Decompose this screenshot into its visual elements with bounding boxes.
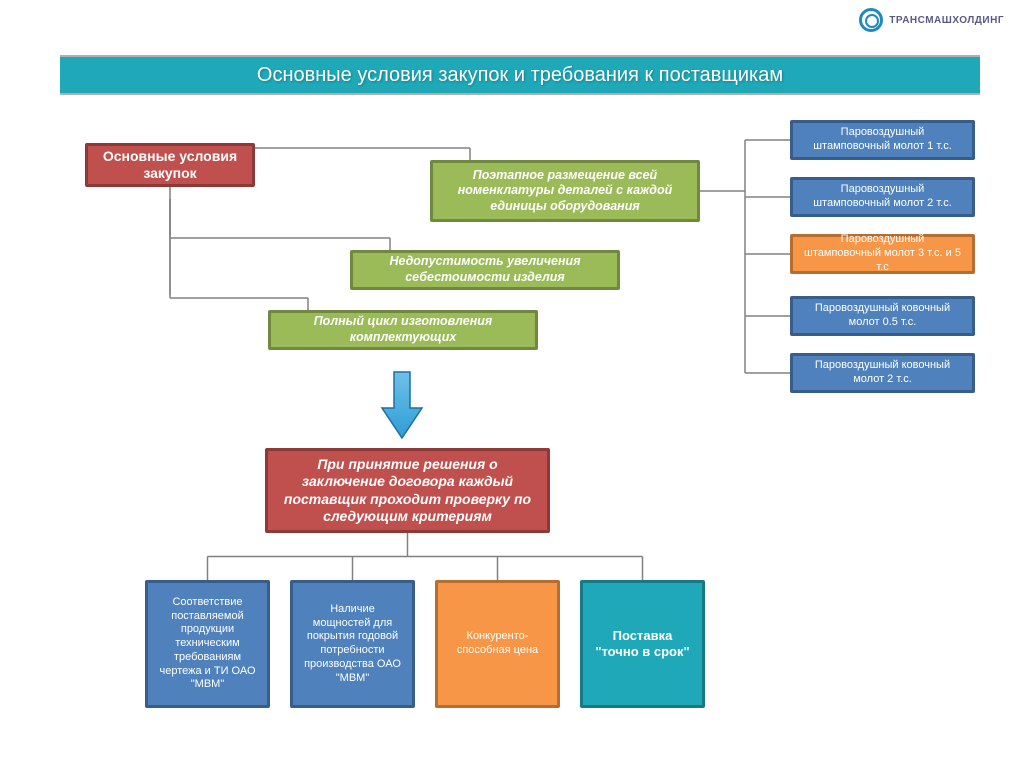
equipment-item: Паровоздушный ковочный молот 2 т.с. [790, 353, 975, 393]
brand-name: ТРАНСМАШХОЛДИНГ [889, 15, 1004, 26]
equipment-item: Паровоздушный штамповочный молот 2 т.с. [790, 177, 975, 217]
green-box-cost: Недопустимость увеличения себестоимости … [350, 250, 620, 290]
criterion-box: Конкуренто-способная цена [435, 580, 560, 708]
green-box-label: Недопустимость увеличения себестоимости … [363, 254, 607, 285]
logo-icon [859, 8, 883, 32]
equipment-item: Паровоздушный штамповочный молот 1 т.с. [790, 120, 975, 160]
green-box-label: Поэтапное размещение всей номенклатуры д… [443, 168, 687, 215]
root-conditions-label: Основные условия закупок [98, 148, 242, 183]
equipment-label: Паровоздушный штамповочный молот 3 т.с. … [803, 233, 962, 274]
decision-box: При принятие решения о заключение догово… [265, 448, 550, 533]
decision-label: При принятие решения о заключение догово… [278, 456, 537, 526]
brand-logo: ТРАНСМАШХОЛДИНГ [859, 8, 1004, 32]
equipment-item: Паровоздушный штамповочный молот 3 т.с. … [790, 234, 975, 274]
equipment-label: Паровоздушный ковочный молот 2 т.с. [803, 359, 962, 387]
down-arrow-icon [380, 370, 424, 440]
equipment-label: Паровоздушный ковочный молот 0.5 т.с. [803, 302, 962, 330]
equipment-label: Паровоздушный штамповочный молот 1 т.с. [803, 126, 962, 154]
page-title: Основные условия закупок и требования к … [60, 55, 980, 95]
criterion-label: Соответствие поставляемой продукции техн… [158, 596, 257, 692]
green-box-full-cycle: Полный цикл изготовления комплектующих [268, 310, 538, 350]
criterion-label: Конкуренто-способная цена [448, 630, 547, 658]
equipment-label: Паровоздушный штамповочный молот 2 т.с. [803, 183, 962, 211]
criterion-label: Наличие мощностей для покрытия годовой п… [303, 603, 402, 686]
criterion-box: Соответствие поставляемой продукции техн… [145, 580, 270, 708]
green-box-staged-placement: Поэтапное размещение всей номенклатуры д… [430, 160, 700, 222]
criterion-box: Наличие мощностей для покрытия годовой п… [290, 580, 415, 708]
criterion-label: Поставка "точно в срок" [593, 628, 692, 661]
root-conditions-box: Основные условия закупок [85, 143, 255, 187]
criterion-box: Поставка "точно в срок" [580, 580, 705, 708]
equipment-item: Паровоздушный ковочный молот 0.5 т.с. [790, 296, 975, 336]
green-box-label: Полный цикл изготовления комплектующих [281, 314, 525, 345]
